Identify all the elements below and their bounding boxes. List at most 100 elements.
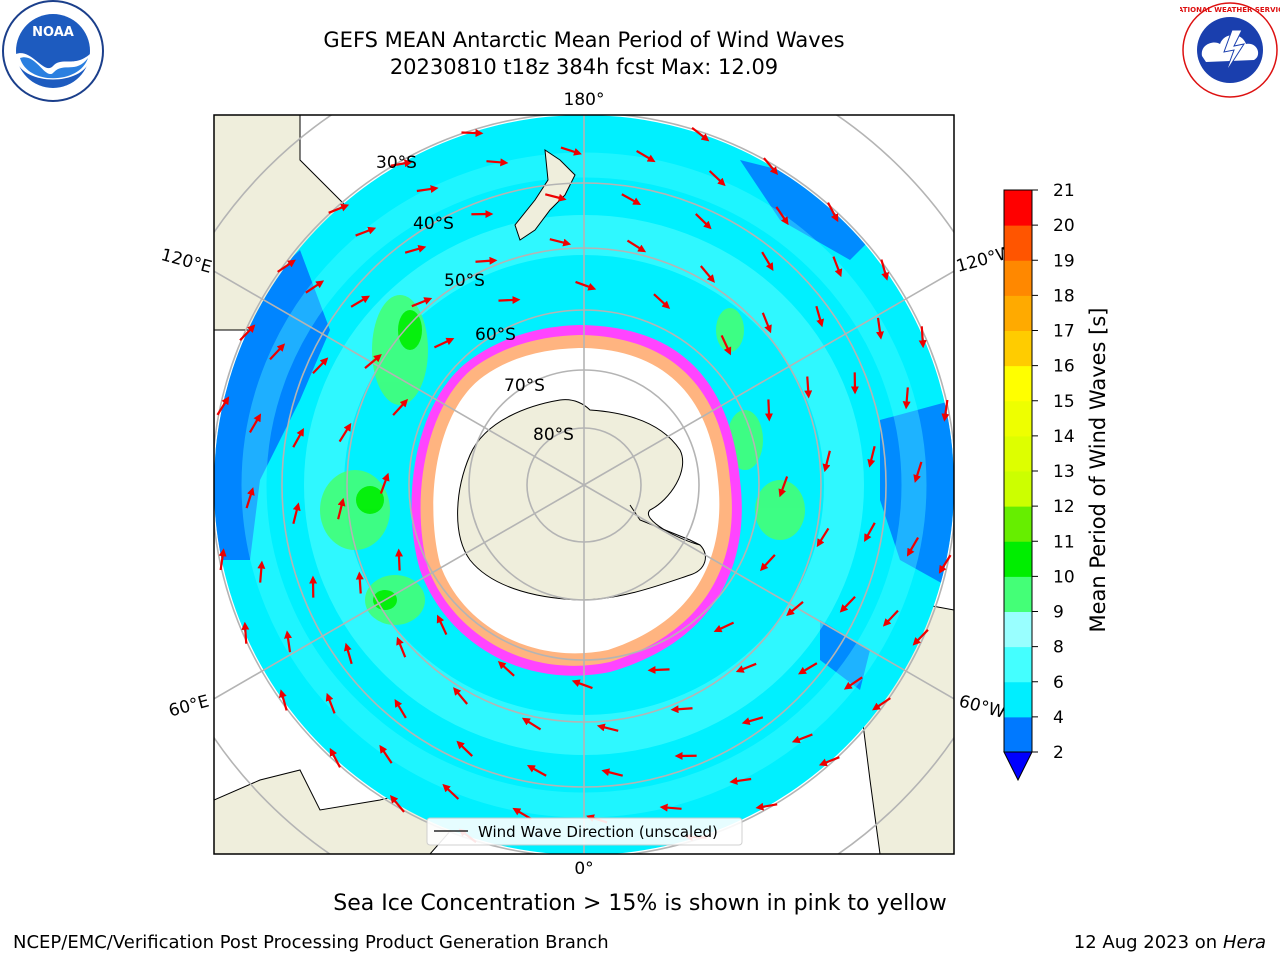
colorbar-segment	[1004, 400, 1032, 437]
host-name: Hera	[1222, 932, 1266, 953]
wind-wave-arrow	[653, 293, 671, 310]
wind-wave-arrow	[691, 126, 710, 142]
wind-wave-arrow	[364, 354, 382, 369]
wind-wave-arrow	[343, 642, 353, 665]
wind-wave-arrow	[763, 157, 779, 175]
colorbar-tick-label: 6	[1053, 673, 1064, 693]
lon-label-0: 0°	[574, 859, 593, 879]
colorbar-segment	[1004, 646, 1032, 683]
map-legend: Wind Wave Direction (unscaled)	[426, 817, 743, 846]
wind-wave-arrow	[390, 159, 413, 168]
noaa-logo-text: NOAA	[32, 25, 74, 40]
wind-wave-arrow	[216, 396, 230, 416]
wind-wave-arrow	[659, 803, 682, 812]
lat-label-40s: 40°S	[413, 214, 454, 234]
wind-wave-arrow	[325, 692, 336, 714]
wind-wave-arrow	[486, 158, 509, 167]
colorbar-tick-label: 16	[1053, 357, 1075, 377]
wind-wave-arrow	[843, 676, 863, 690]
chart-subtitle: 20230810 t18z 384h fcst Max: 12.09	[389, 55, 779, 79]
colorbar-tick-label: 12	[1053, 497, 1075, 517]
wind-wave-arrow	[571, 679, 593, 690]
wind-wave-arrow	[521, 717, 542, 731]
wind-wave-arrow	[912, 629, 929, 646]
colorbar-tick-label: 14	[1053, 427, 1075, 447]
colorbar-segment	[1004, 190, 1032, 226]
wind-wave-arrow	[396, 636, 407, 658]
wind-wave-arrow	[804, 376, 813, 399]
wind-wave-arrow	[292, 502, 301, 524]
colorbar-segment	[1004, 471, 1032, 507]
wind-wave-arrow	[761, 312, 772, 334]
lat-label-70s: 70°S	[504, 376, 545, 396]
wind-wave-arrow	[278, 689, 288, 711]
wind-wave-arrow	[239, 324, 256, 341]
colorbar-tick-label: 18	[1053, 286, 1075, 306]
wind-wave-arrow	[497, 660, 515, 677]
colorbar-segment	[1004, 611, 1032, 648]
wind-wave-arrow	[720, 334, 732, 356]
wind-wave-arrow	[404, 244, 427, 254]
wind-wave-arrow	[735, 662, 757, 673]
lon-label-120e: 120°E	[159, 245, 214, 278]
colorbar-segment	[1004, 506, 1032, 542]
wind-wave-arrow	[713, 621, 735, 633]
wind-wave-arrow	[379, 472, 390, 494]
colorbar-tick-label: 15	[1053, 392, 1075, 412]
wind-wave-arrow	[337, 497, 346, 520]
wind-wave-arrow	[355, 571, 364, 594]
wind-wave-arrow	[815, 305, 825, 328]
wind-wave-arrows	[216, 126, 952, 844]
wind-wave-arrow	[670, 705, 693, 714]
wind-wave-arrow	[729, 777, 752, 785]
wind-wave-arrow	[292, 427, 304, 448]
wind-wave-arrow	[389, 795, 405, 813]
wind-wave-arrow	[355, 226, 377, 237]
colorbar-segment	[1004, 435, 1032, 472]
wind-wave-arrow	[328, 203, 350, 214]
colorbar-segment	[1004, 365, 1032, 402]
wind-wave-arrow	[741, 716, 764, 726]
colorbar-segment	[1004, 716, 1032, 753]
wind-wave-arrow	[695, 213, 712, 230]
lat-label-60s: 60°S	[475, 325, 516, 345]
colorbar-tick-label: 10	[1053, 567, 1075, 587]
wind-wave-arrow	[305, 280, 325, 294]
colorbar-tick-label: 19	[1053, 251, 1075, 271]
lon-label-180: 180°	[564, 90, 605, 110]
wind-wave-arrow	[575, 280, 597, 291]
colorbar-tick-label: 8	[1053, 638, 1064, 658]
wind-wave-arrow	[764, 399, 773, 422]
wind-wave-arrow	[700, 265, 715, 283]
colorbar-tick-label: 2	[1053, 743, 1064, 763]
colorbar-under-extension	[1003, 751, 1033, 782]
wind-wave-arrow	[880, 259, 890, 281]
wind-wave-arrow	[601, 768, 623, 777]
wind-wave-arrow	[549, 238, 572, 247]
wind-wave-arrow	[839, 596, 856, 613]
wind-wave-arrow	[822, 450, 831, 473]
wind-wave-arrow	[433, 337, 455, 349]
wind-wave-arrow	[456, 740, 473, 757]
wind-wave-arrow	[816, 527, 830, 548]
wind-wave-arrow	[761, 251, 774, 271]
wind-wave-arrow	[379, 744, 393, 764]
wind-wave-arrow	[755, 802, 778, 811]
colorbar-tick-label: 13	[1053, 462, 1075, 482]
wind-wave-arrow	[882, 609, 899, 627]
wind-wave-arrow	[876, 317, 884, 340]
colorbar-segment	[1004, 260, 1032, 296]
colorbar-tick-label: 9	[1053, 603, 1064, 623]
wind-wave-arrow	[475, 256, 498, 265]
wind-wave-arrow	[864, 522, 876, 543]
map-frame	[213, 114, 955, 855]
wind-wave-arrow	[778, 476, 789, 498]
wind-wave-arrow	[708, 170, 726, 187]
wind-wave-arrow	[636, 149, 656, 163]
wind-wave-arrow	[918, 326, 927, 349]
run-date-text: 12 Aug 2023 on	[1073, 932, 1218, 953]
wind-wave-arrow	[277, 259, 296, 273]
wind-wave-arrow	[596, 723, 619, 732]
branch-credit: NCEP/EMC/Verification Post Processing Pr…	[13, 932, 609, 953]
